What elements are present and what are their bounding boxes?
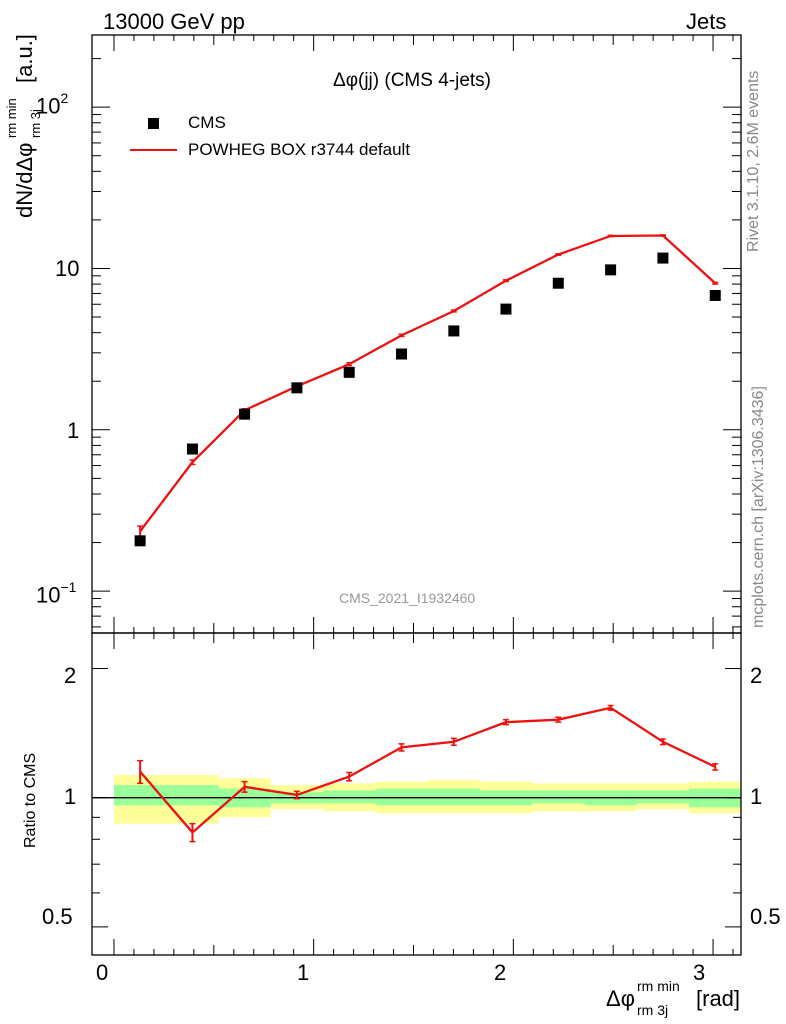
- band-inner-bin: [636, 790, 690, 804]
- header-energy-label: 13000 GeV pp: [103, 9, 245, 34]
- xtick-label-0: 0: [96, 960, 109, 985]
- cms-data-point: [552, 277, 564, 289]
- legend-line-mc: [130, 149, 177, 151]
- ratio-series-line: [139, 706, 716, 835]
- cms-data-point: [500, 303, 512, 315]
- cms-data-point: [657, 252, 669, 264]
- cms-data-point: [448, 325, 460, 337]
- mcplots-note: mcplots.cern.ch [arXiv:1306.3436]: [750, 386, 767, 628]
- xtick-label-3: 3: [693, 960, 706, 985]
- cms-data-point: [134, 535, 146, 547]
- band-inner-bin: [113, 785, 219, 806]
- cms-data-point: [239, 408, 251, 420]
- band-inner-bin: [532, 790, 585, 804]
- x-axis-symbol: Δφ: [606, 986, 635, 1011]
- x-axis-unit: [rad]: [696, 986, 741, 1011]
- legend-marker-cms: [148, 118, 159, 129]
- ratio-axis-title: Ratio to CMS: [22, 752, 39, 848]
- ytick-label-1: 1: [67, 418, 80, 443]
- y-axis-unit: [a.u.]: [12, 34, 37, 83]
- y-axis-title: dN/dΔφ rm min rm 3j [a.u.]: [4, 28, 54, 218]
- mc-series-line: [139, 234, 717, 532]
- cms-data-point: [186, 443, 198, 455]
- y-axis-symbol: dN/dΔφ: [12, 142, 37, 218]
- y-axis-sub: rm 3j: [28, 109, 43, 138]
- cms-data-point: [343, 366, 355, 378]
- xtick-label-1: 1: [297, 960, 310, 985]
- band-inner-bin: [375, 788, 428, 806]
- y-axis-sup: rm min: [4, 98, 19, 138]
- ratio-panel: [91, 632, 742, 956]
- band-inner-bin: [323, 790, 376, 804]
- ratio-ytick-label-0-5-right: 0.5: [750, 904, 781, 929]
- x-axis-title: Δφ rm min rm 3j [rad]: [606, 978, 784, 1022]
- ratio-frame: [91, 632, 742, 956]
- rivet-version-note: Rivet 3.1.10, 2.6M events: [745, 70, 762, 252]
- cms-data-point: [709, 289, 721, 301]
- x-axis-sub: rm 3j: [637, 1002, 669, 1018]
- legend: CMS POWHEG BOX r3744 default: [125, 112, 455, 164]
- ratio-ytick-label-1-right: 1: [750, 784, 763, 809]
- ratio-ytick-label-2-right: 2: [750, 663, 763, 688]
- chart-title: Δφ(jj) (CMS 4-jets): [333, 70, 492, 91]
- band-inner-bin: [427, 788, 481, 806]
- ratio-ytick-label-2: 2: [64, 663, 77, 688]
- legend-label-mc: POWHEG BOX r3744 default: [188, 140, 411, 159]
- ratio-ytick-label-0-5: 0.5: [42, 904, 73, 929]
- ytick-label-0-1: 10−1: [36, 579, 77, 608]
- analysis-watermark: CMS_2021_I1932460: [339, 590, 476, 606]
- cms-data-point: [605, 264, 617, 276]
- header-process-label: Jets: [686, 9, 727, 34]
- legend-label-cms: CMS: [188, 113, 226, 132]
- cms-data-point: [396, 348, 408, 360]
- ytick-label-10: 10: [55, 256, 80, 281]
- ytick-label-100: 102: [36, 90, 69, 119]
- xtick-label-2: 2: [494, 960, 507, 985]
- cms-data-point: [291, 382, 303, 394]
- ratio-ytick-label-1: 1: [64, 784, 77, 809]
- x-axis-sup: rm min: [637, 978, 680, 994]
